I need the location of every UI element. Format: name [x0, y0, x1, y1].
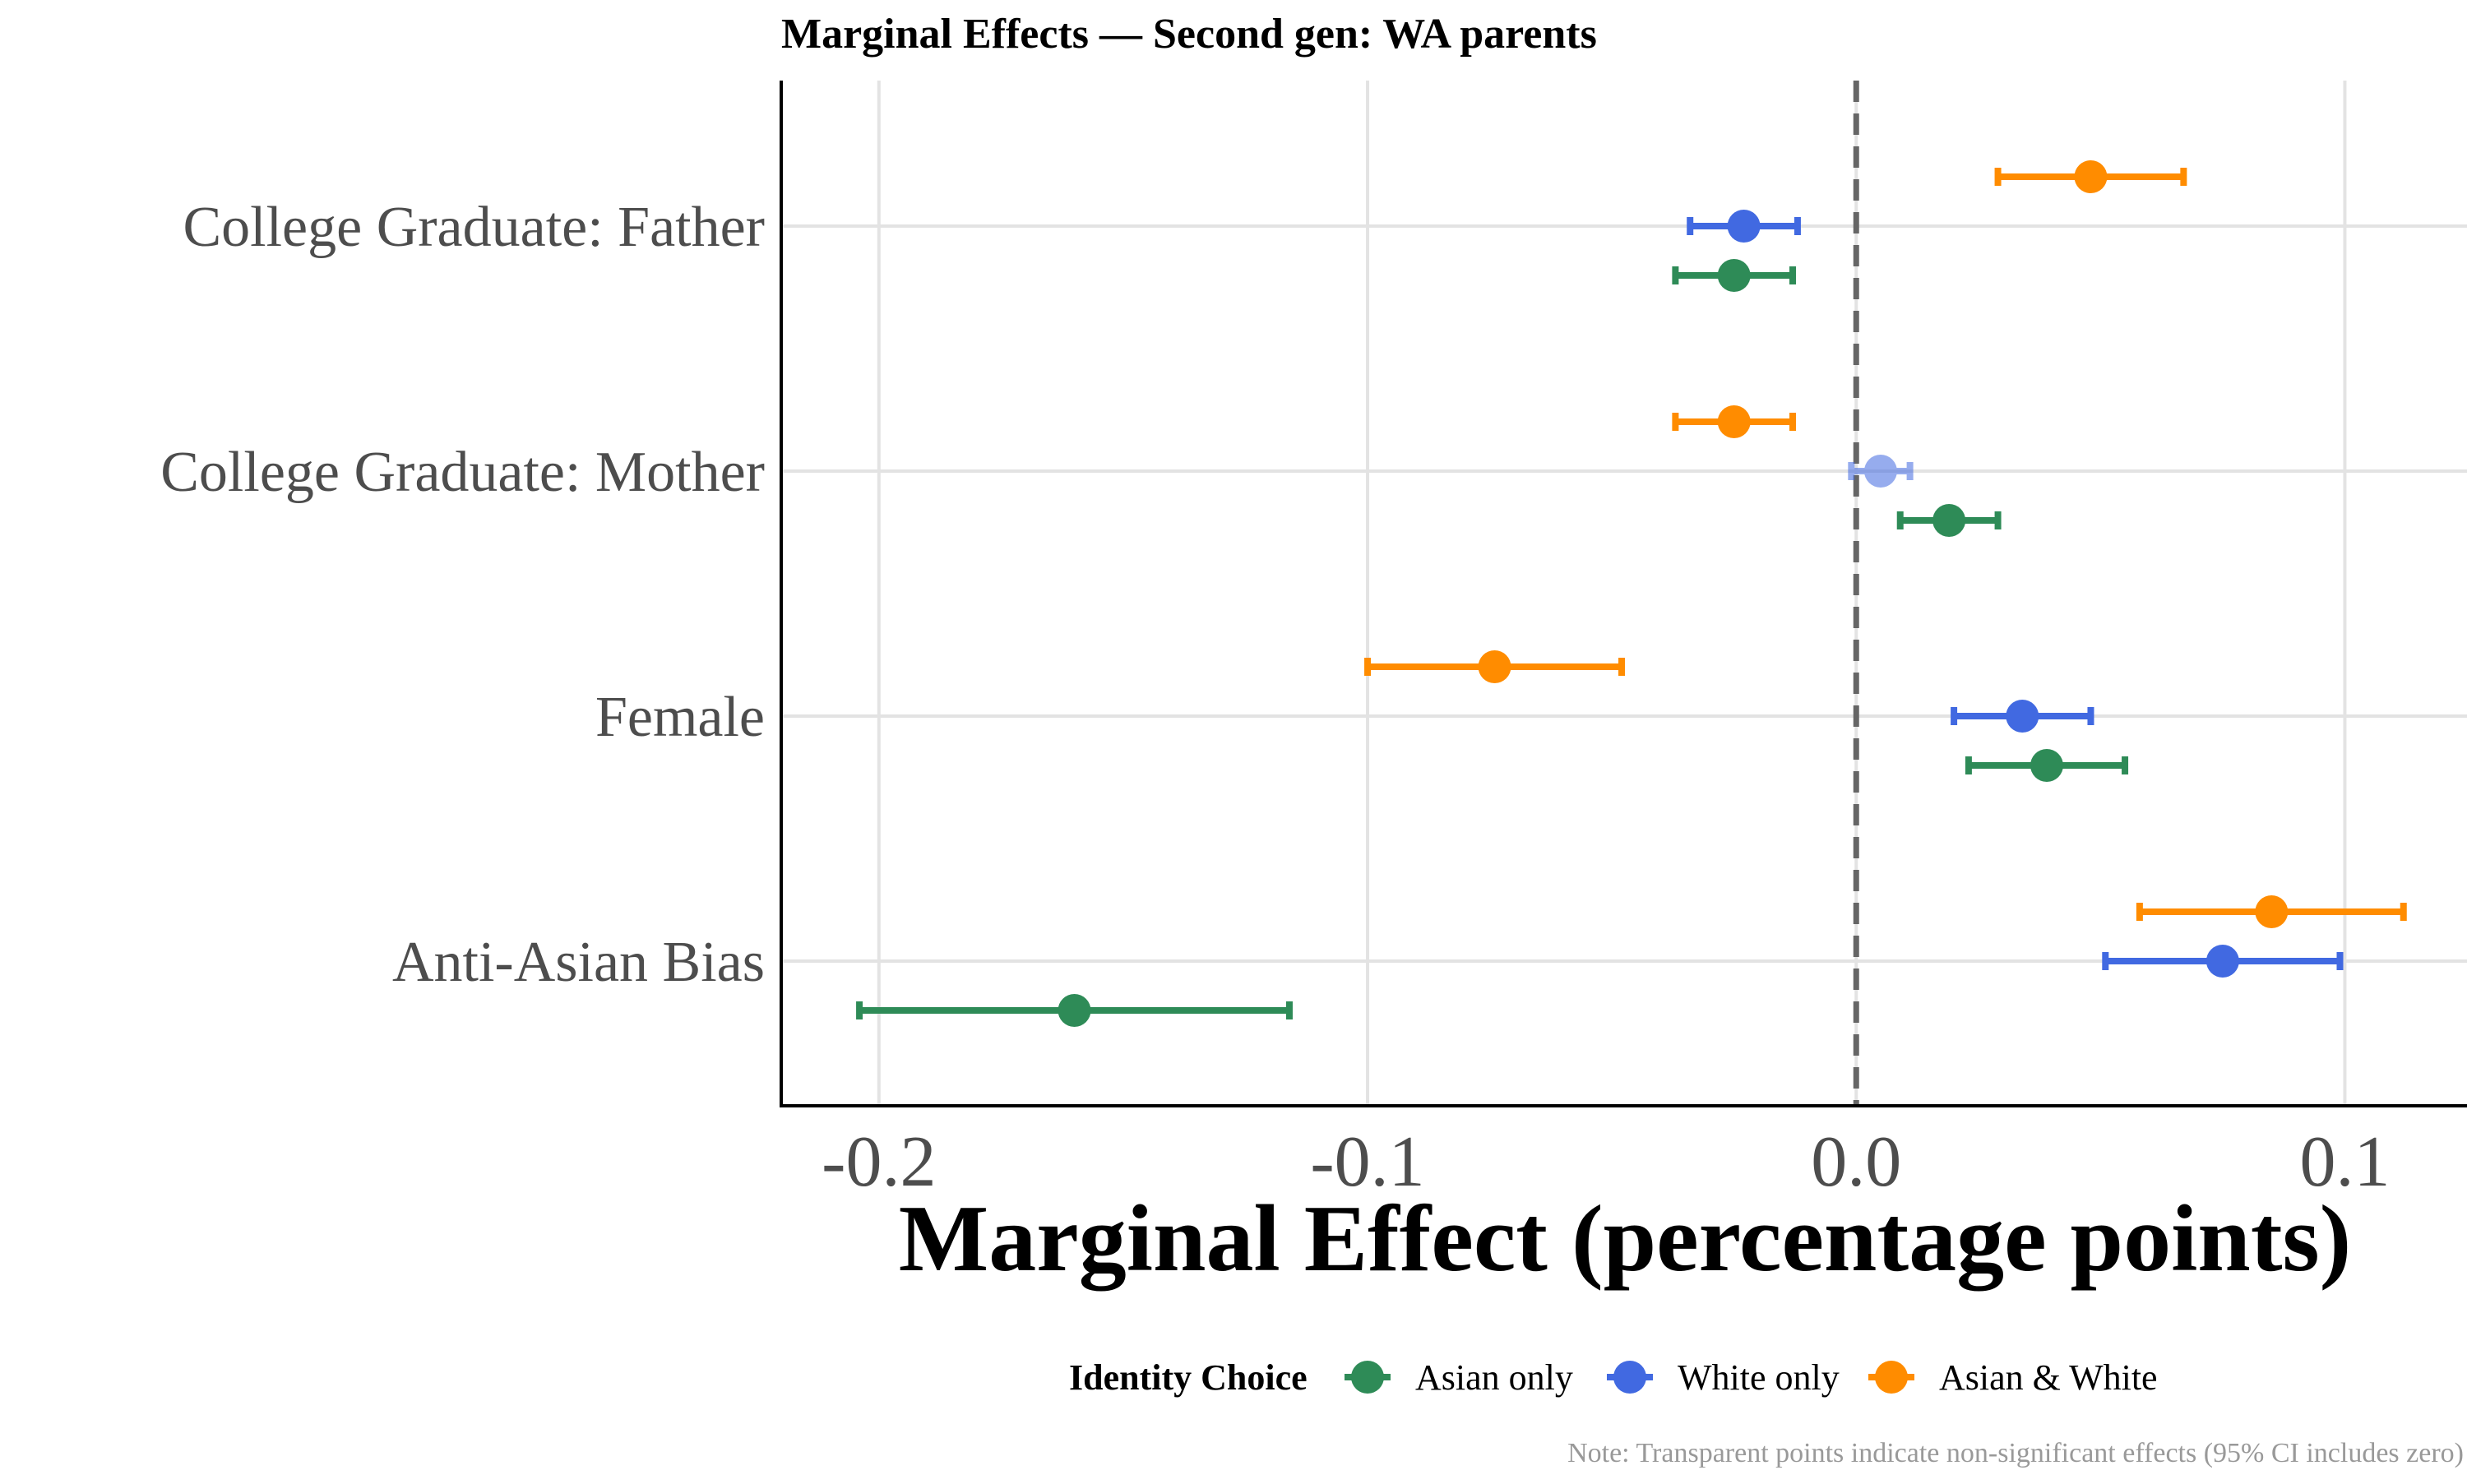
data-point-group	[1672, 259, 1796, 292]
point-estimate	[2205, 945, 2239, 978]
chart-note: Note: Transparent points indicate non-si…	[1567, 1438, 2464, 1468]
y-category-label: College Graduate: Mother	[160, 441, 765, 504]
x-tick-label: 0.1	[2299, 1122, 2390, 1202]
x-tick-label: -0.2	[822, 1122, 936, 1202]
data-point-group	[1672, 405, 1796, 438]
data-point-group	[1896, 504, 2002, 537]
point-estimate	[1478, 650, 1511, 683]
y-category-label: Anti-Asian Bias	[392, 931, 765, 994]
data-layer	[856, 160, 2407, 1027]
data-point-group	[1951, 700, 2094, 733]
data-point-group	[1848, 455, 1914, 488]
legend-label: White only	[1678, 1357, 1840, 1398]
x-axis-label: Marginal Effect (percentage points)	[899, 1186, 2351, 1292]
data-point-group	[856, 994, 1293, 1027]
x-tick-label: -0.1	[1310, 1122, 1424, 1202]
point-estimate	[2255, 895, 2289, 928]
legend: Identity Choice Asian only White only Asian…	[1069, 1357, 2158, 1398]
axis-layer	[780, 81, 2467, 1107]
point-estimate	[1058, 994, 1091, 1027]
data-point-group	[1994, 160, 2187, 193]
point-estimate	[1863, 455, 1897, 488]
y-category-label: College Graduate: Father	[183, 196, 765, 259]
point-estimate	[1717, 405, 1751, 438]
y-category-label: Female	[595, 686, 765, 749]
point-estimate	[1727, 210, 1761, 243]
data-point-group	[2102, 945, 2344, 978]
legend-key-point	[1613, 1361, 1646, 1394]
data-point-group	[1687, 210, 1801, 243]
legend-item: White only	[1607, 1357, 1840, 1398]
point-estimate	[1932, 504, 1966, 537]
point-estimate	[2030, 749, 2063, 782]
legend-label: Asian only	[1415, 1357, 1573, 1398]
legend-key-point	[1351, 1361, 1384, 1394]
point-estimate	[2006, 700, 2039, 733]
legend-item: Asian only	[1345, 1357, 1573, 1398]
legend-label: Asian & White	[1939, 1357, 2158, 1398]
data-point-group	[1364, 650, 1626, 683]
data-point-group	[2136, 895, 2407, 928]
chart-title: Marginal Effects — Second gen: WA parent…	[781, 11, 1597, 58]
point-estimate	[2074, 160, 2108, 193]
label-layer: -0.2 -0.1 0.0 0.1 College Graduate: Father Co…	[160, 196, 2390, 1202]
legend-item: Asian & White	[1868, 1357, 2158, 1398]
x-tick-label: 0.0	[1811, 1122, 1901, 1202]
point-estimate	[1717, 259, 1751, 292]
data-point-group	[1965, 749, 2129, 782]
legend-key-point	[1875, 1361, 1908, 1394]
legend-title: Identity Choice	[1069, 1357, 1308, 1398]
